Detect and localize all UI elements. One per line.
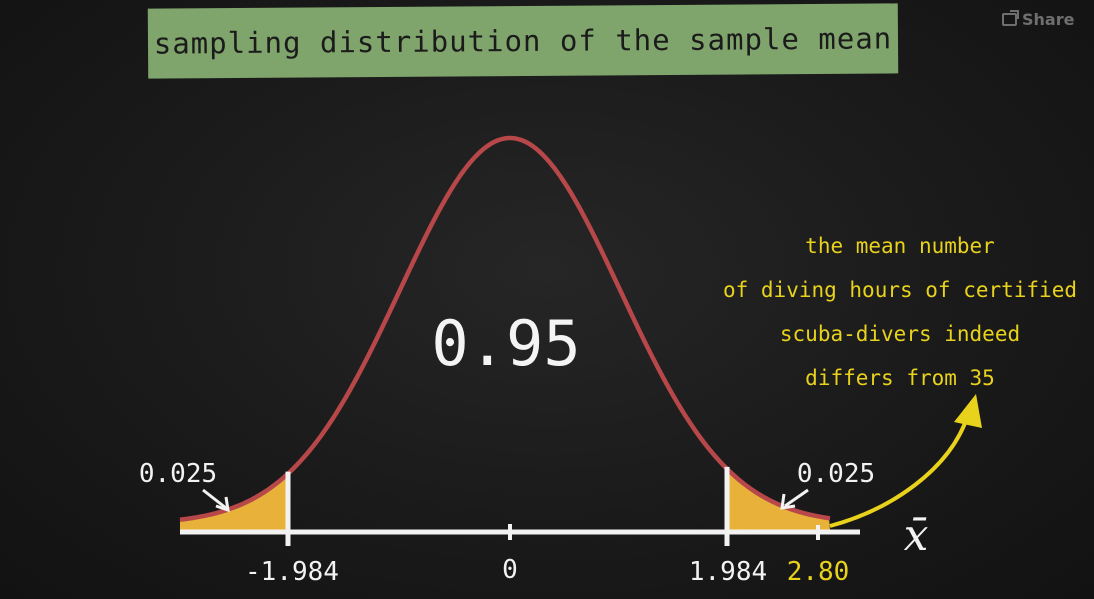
annotation-arrow (829, 414, 970, 528)
annotation-line: the mean number (805, 234, 995, 258)
share-icon (1002, 10, 1019, 26)
tick-label-right-critical: 1.984 (689, 557, 767, 587)
share-button[interactable]: Share (1002, 10, 1074, 29)
share-label: Share (1022, 10, 1075, 29)
annotation-arrowhead (954, 394, 982, 428)
tick-label-center: 0 (502, 555, 518, 585)
left-tail-label: 0.025 (139, 459, 217, 489)
tick-label-observed: 2.80 (787, 557, 850, 587)
tick-label-left-critical: -1.984 (245, 557, 339, 587)
left-tail-arrowhead (215, 496, 230, 513)
center-area-label: 0.95 (431, 307, 580, 380)
annotation-line: differs from 35 (805, 366, 995, 390)
right-tail-arrow (784, 488, 809, 508)
left-tail-arrow (202, 488, 227, 510)
annotation-line: of diving hours of certified (722, 278, 1077, 302)
x-bar-symbol: x̄ (904, 510, 929, 561)
right-tail-arrowhead (780, 493, 796, 510)
right-tail-label: 0.025 (797, 459, 875, 489)
annotation-text: the mean number of diving hours of certi… (700, 224, 1094, 400)
annotation-line: scuba-divers indeed (779, 322, 1021, 346)
